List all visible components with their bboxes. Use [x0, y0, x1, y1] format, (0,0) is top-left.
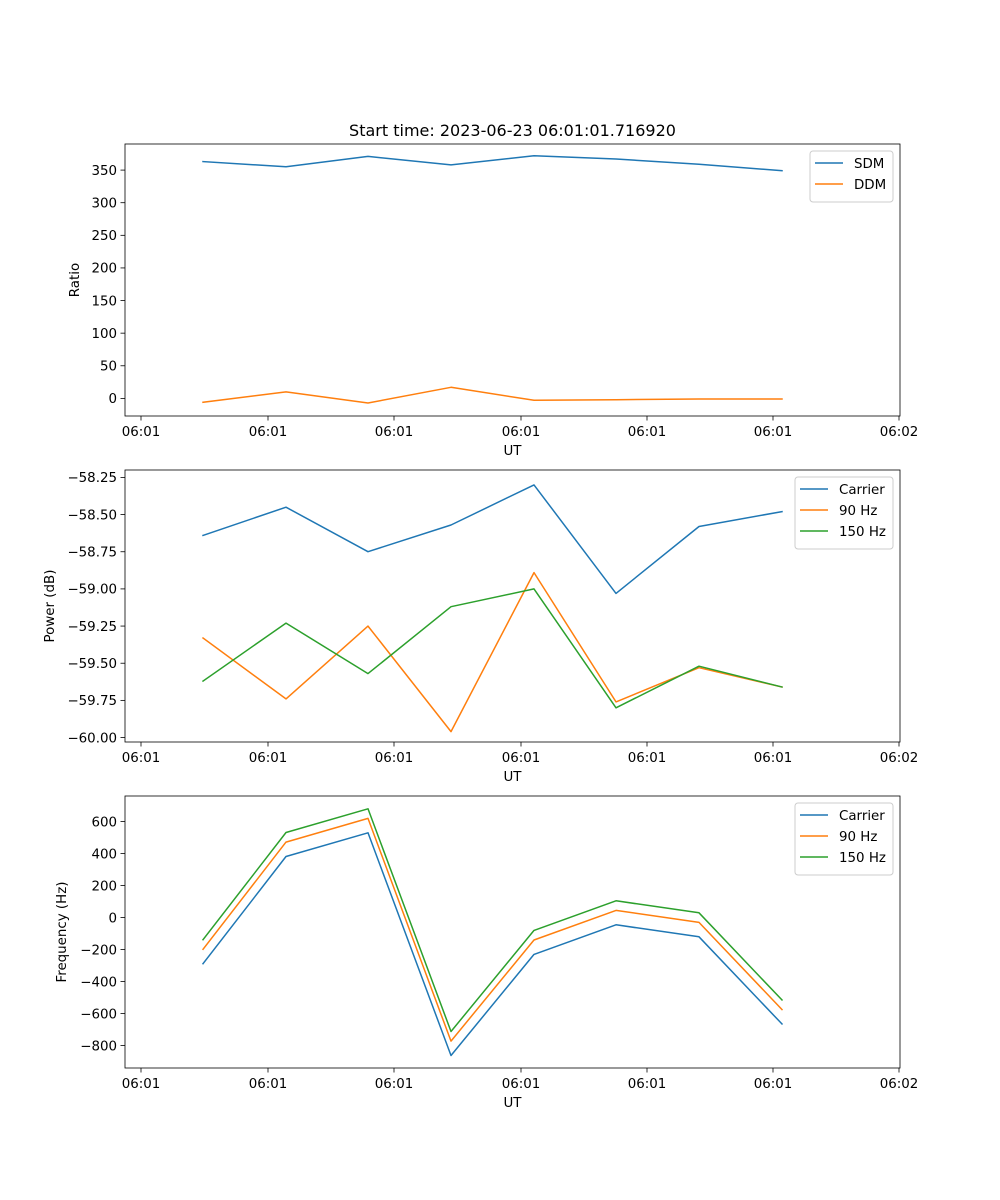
- x-tick-label: 06:01: [122, 751, 161, 766]
- series-line-ddm: [202, 386, 783, 404]
- x-tick-label: 06:01: [375, 1077, 414, 1092]
- y-tick-label: 200: [91, 262, 117, 277]
- x-tick-label: 06:01: [502, 1077, 541, 1092]
- legend-label: DDM: [854, 178, 886, 193]
- axes-frame: [124, 143, 901, 417]
- x-tick-label: 06:01: [249, 751, 288, 766]
- legend: Carrier 90 Hz 150 Hz: [794, 802, 894, 876]
- x-tick-label: 06:02: [880, 751, 919, 766]
- y-tick-label: −59.25: [67, 620, 117, 635]
- x-tick-label: 06:01: [375, 425, 414, 440]
- y-tick-label: 200: [91, 879, 117, 894]
- y-tick-label: 150: [91, 294, 117, 309]
- chart-panel-3: 06:01 06:01 06:01 06:01 06:01 06:01 06:02 −800 −…: [55, 795, 919, 1111]
- y-tick-label: 50: [100, 360, 117, 375]
- y-tick-label: 100: [91, 327, 117, 342]
- x-tick-label: 06:01: [122, 425, 161, 440]
- y-tick-label: −59.50: [67, 657, 117, 672]
- x-tick-label: 06:01: [754, 1077, 793, 1092]
- x-axis-label: UT: [504, 770, 523, 785]
- axes-frame: [124, 795, 901, 1069]
- series-line-carrier: [202, 484, 783, 595]
- y-tick-label: −58.25: [67, 471, 117, 486]
- x-tick-label: 06:01: [754, 751, 793, 766]
- x-tick-label: 06:01: [502, 751, 541, 766]
- y-tick-label: 300: [91, 197, 117, 212]
- x-tick-label: 06:02: [880, 1077, 919, 1092]
- y-tick-label: −59.00: [67, 583, 117, 598]
- y-axis-label: Ratio: [68, 263, 83, 297]
- x-tick-label: 06:01: [249, 425, 288, 440]
- y-tick-label: −400: [80, 975, 117, 990]
- x-tick-label: 06:02: [880, 425, 919, 440]
- y-tick-label: 400: [91, 847, 117, 862]
- figure-title: Start time: 2023-06-23 06:01:01.716920: [349, 121, 676, 140]
- legend-label: SDM: [854, 157, 884, 172]
- x-tick-label: 06:01: [628, 751, 667, 766]
- y-tick-label: 0: [108, 911, 117, 926]
- x-tick-label: 06:01: [628, 1077, 667, 1092]
- x-axis-label: UT: [504, 1096, 523, 1111]
- x-tick-label: 06:01: [754, 425, 793, 440]
- legend: SDM DDM: [809, 150, 894, 203]
- y-tick-label: −600: [80, 1007, 117, 1022]
- y-tick-label: −200: [80, 943, 117, 958]
- chart-panel-1: 06:01 06:01 06:01 06:01 06:01 06:01 06:02 0 50 10…: [68, 143, 919, 459]
- panels: 06:01 06:01 06:01 06:01 06:01 06:01 06:02 0 50 10…: [43, 143, 919, 1111]
- chart-panel-2: 06:01 06:01 06:01 06:01 06:01 06:01 06:02 −60.0…: [43, 469, 919, 785]
- y-tick-label: 0: [108, 392, 117, 407]
- legend-label: 90 Hz: [839, 830, 877, 845]
- x-axis-label: UT: [504, 444, 523, 459]
- x-tick-label: 06:01: [122, 1077, 161, 1092]
- legend-label: Carrier: [839, 483, 885, 498]
- legend-label: 150 Hz: [839, 851, 886, 866]
- y-tick-label: −58.50: [67, 508, 117, 523]
- series-line-carrier: [201, 832, 784, 1057]
- x-tick-label: 06:01: [628, 425, 667, 440]
- series-line-150-hz: [201, 588, 783, 709]
- x-tick-label: 06:01: [502, 425, 541, 440]
- y-tick-label: 600: [91, 815, 117, 830]
- y-tick-label: −59.75: [67, 694, 117, 709]
- series-line-90-hz: [201, 817, 784, 1042]
- y-axis-label: Power (dB): [43, 570, 58, 643]
- y-tick-label: −60.00: [67, 731, 117, 746]
- y-tick-label: −58.75: [67, 546, 117, 561]
- x-tick-label: 06:01: [249, 1077, 288, 1092]
- axes-frame: [124, 469, 901, 743]
- series-line-150-hz: [201, 808, 784, 1033]
- legend: Carrier 90 Hz 150 Hz: [794, 476, 894, 550]
- x-tick-label: 06:01: [375, 751, 414, 766]
- y-tick-label: 350: [91, 164, 117, 179]
- y-tick-label: −800: [80, 1039, 117, 1054]
- series-line-sdm: [202, 154, 783, 172]
- legend-label: Carrier: [839, 809, 885, 824]
- y-tick-label: 250: [91, 229, 117, 244]
- y-axis-label: Frequency (Hz): [55, 882, 70, 983]
- legend-label: 150 Hz: [839, 525, 886, 540]
- legend-label: 90 Hz: [839, 504, 877, 519]
